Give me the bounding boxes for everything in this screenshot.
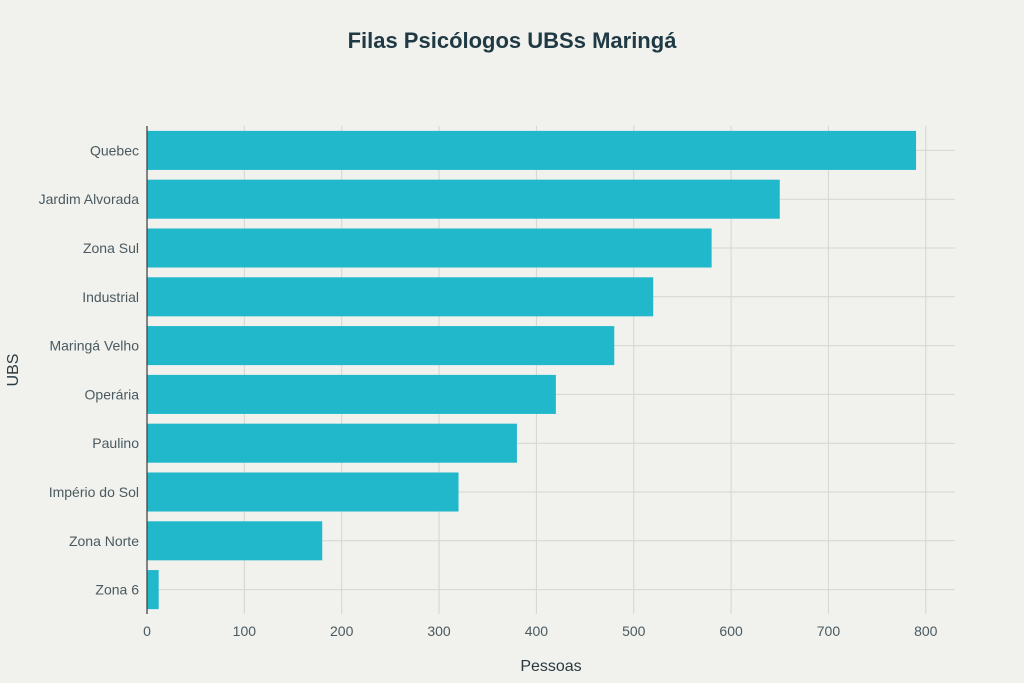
y-tick-label: Operária (85, 386, 140, 402)
y-tick-label: Zona 6 (95, 582, 139, 598)
bar[interactable] (147, 130, 917, 170)
x-tick-label: 300 (427, 623, 451, 639)
y-axis-title: UBS (5, 354, 22, 387)
bar[interactable] (147, 521, 323, 561)
bar[interactable] (147, 472, 459, 512)
bar[interactable] (147, 326, 615, 366)
x-tick-label: 100 (233, 623, 257, 639)
x-tick-label: 200 (330, 623, 354, 639)
y-tick-label: Jardim Alvorada (39, 191, 140, 207)
chart-title: Filas Psicólogos UBSs Maringá (347, 28, 677, 53)
bar[interactable] (147, 277, 654, 317)
y-tick-label: Industrial (82, 289, 139, 305)
bar[interactable] (147, 374, 556, 414)
x-tick-label: 400 (525, 623, 549, 639)
bar[interactable] (147, 228, 712, 268)
x-axis-title: Pessoas (520, 658, 581, 675)
y-tick-label: Zona Norte (69, 533, 139, 549)
y-tick-label: Império do Sol (49, 484, 139, 500)
x-tick-label: 800 (914, 623, 938, 639)
x-tick-label: 600 (719, 623, 743, 639)
bar[interactable] (147, 570, 159, 610)
bar[interactable] (147, 179, 780, 219)
y-tick-labels: Quebec Jardim Alvorada Zona Sul Industrial M… (39, 142, 140, 597)
x-tick-labels: 0 100 200 300 400 500 600 700 800 (143, 623, 938, 639)
x-tick-label: 0 (143, 623, 151, 639)
x-tick-label: 700 (817, 623, 841, 639)
y-tick-label: Quebec (90, 142, 139, 158)
bar[interactable] (147, 423, 517, 463)
y-tick-label: Paulino (92, 435, 139, 451)
y-tick-label: Zona Sul (83, 240, 139, 256)
y-tick-label: Maringá Velho (49, 338, 139, 354)
x-tick-label: 500 (622, 623, 646, 639)
bars (147, 130, 917, 610)
